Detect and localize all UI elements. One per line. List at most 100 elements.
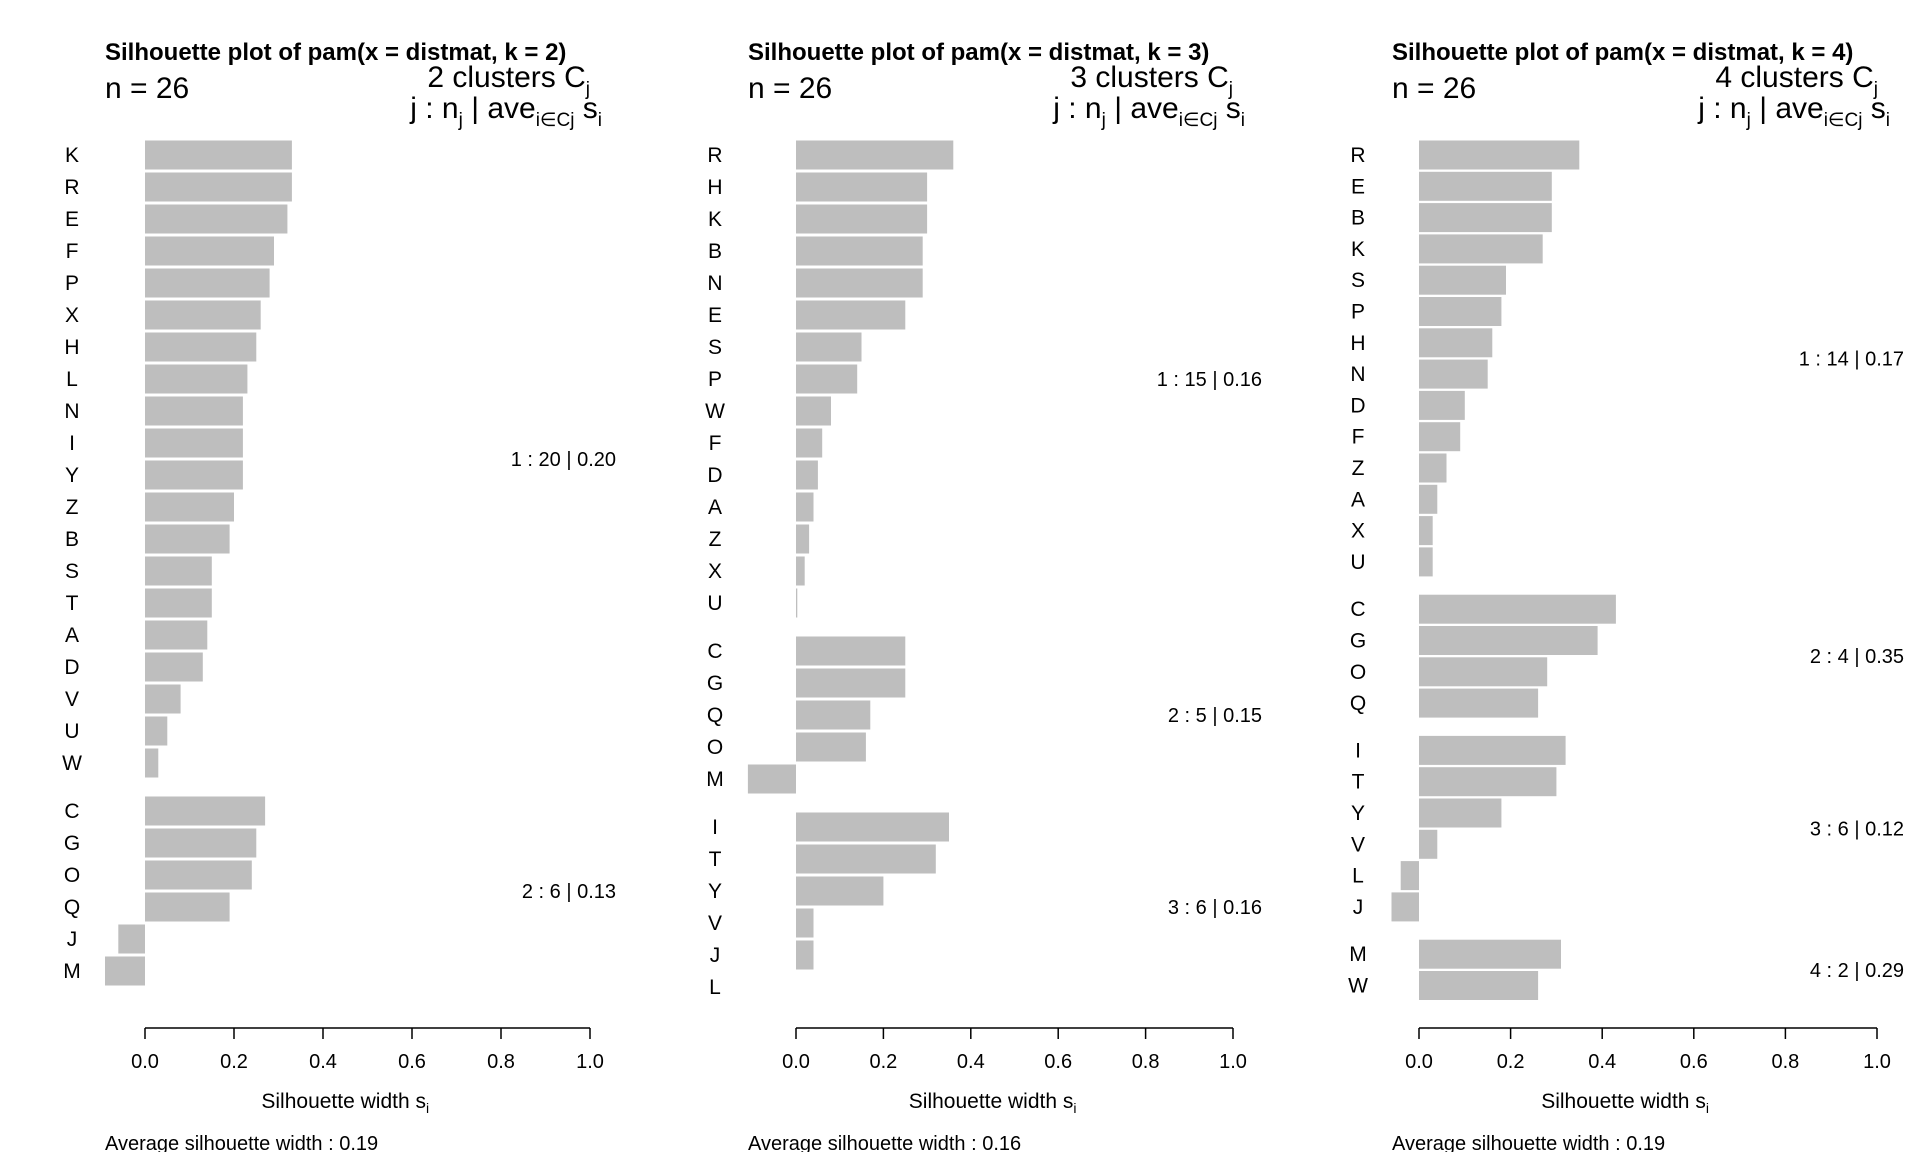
silhouette-bar: [796, 204, 928, 234]
silhouette-bar: [796, 940, 814, 970]
silhouette-panel-k2: Silhouette plot of pam(x = distmat, k = …: [62, 39, 616, 1152]
silhouette-bar: [1419, 767, 1557, 797]
observation-label: B: [65, 528, 79, 551]
observation-label: D: [64, 656, 79, 679]
silhouette-bar: [1419, 547, 1433, 577]
silhouette-bar: [1419, 265, 1506, 295]
observation-label: N: [64, 400, 79, 423]
observation-label: X: [708, 560, 722, 583]
silhouette-bar: [796, 908, 814, 938]
silhouette-bar: [796, 428, 823, 458]
x-tick-label: 0.8: [487, 1051, 515, 1073]
x-tick-label: 0.2: [220, 1051, 248, 1073]
observation-label: Y: [65, 464, 79, 487]
silhouette-bar: [1419, 234, 1543, 264]
silhouette-bar: [145, 684, 181, 714]
cluster-summary: 2 : 5 | 0.15: [1168, 705, 1262, 727]
observation-label: A: [1351, 488, 1365, 511]
observation-label: P: [1351, 301, 1365, 324]
silhouette-bar: [796, 172, 928, 202]
observation-label: J: [710, 944, 721, 967]
observation-label: A: [65, 624, 79, 647]
x-axis-title: Silhouette width si: [261, 1090, 429, 1116]
observation-label: W: [1348, 975, 1368, 998]
silhouette-bar: [1419, 594, 1616, 624]
observation-label: L: [1352, 865, 1364, 888]
silhouette-bar: [145, 332, 257, 362]
silhouette-bar: [145, 460, 243, 490]
observation-label: C: [707, 640, 722, 663]
x-tick-label: 0.8: [1132, 1051, 1160, 1073]
x-tick-label: 0.2: [1497, 1051, 1525, 1073]
silhouette-bar: [145, 828, 257, 858]
n-label: n = 26: [105, 72, 189, 105]
silhouette-bar: [1419, 798, 1502, 828]
average-silhouette-width: Average silhouette width : 0.16: [748, 1133, 1021, 1152]
silhouette-bar: [1419, 203, 1552, 233]
silhouette-bar: [796, 268, 923, 298]
cluster-summary: 1 : 15 | 0.16: [1157, 369, 1262, 391]
x-tick-label: 1.0: [1863, 1051, 1891, 1073]
observation-label: C: [1350, 598, 1365, 621]
observation-label: H: [64, 336, 79, 359]
observation-label: R: [707, 144, 722, 167]
observation-label: T: [1352, 771, 1365, 794]
observation-label: F: [1352, 426, 1365, 449]
observation-label: Z: [66, 496, 79, 519]
observation-label: Q: [707, 704, 723, 727]
observation-label: P: [708, 368, 722, 391]
observation-label: E: [1351, 175, 1365, 198]
silhouette-bar: [145, 524, 230, 554]
x-tick-label: 0.8: [1771, 1051, 1799, 1073]
x-tick-label: 0.4: [957, 1051, 985, 1073]
observation-label: K: [1351, 238, 1365, 261]
observation-label: O: [1350, 661, 1366, 684]
observation-label: T: [709, 848, 722, 871]
silhouette-bar: [1419, 829, 1438, 859]
observation-label: G: [1350, 630, 1366, 653]
n-label: n = 26: [748, 72, 832, 105]
observation-label: U: [707, 592, 722, 615]
silhouette-bar: [145, 428, 243, 458]
silhouette-bar: [145, 172, 292, 202]
observation-label: F: [709, 432, 722, 455]
silhouette-bar: [1419, 939, 1561, 969]
observation-label: B: [1351, 207, 1365, 230]
observation-label: Z: [1352, 457, 1365, 480]
observation-label: S: [708, 336, 722, 359]
silhouette-bar: [1419, 484, 1438, 514]
x-tick-label: 0.6: [398, 1051, 426, 1073]
observation-label: S: [1351, 269, 1365, 292]
x-tick-label: 0.6: [1044, 1051, 1072, 1073]
observation-label: I: [712, 816, 718, 839]
n-label: n = 26: [1392, 72, 1476, 105]
silhouette-bar: [796, 396, 831, 426]
observation-label: R: [64, 176, 79, 199]
average-silhouette-width: Average silhouette width : 0.19: [105, 1133, 378, 1152]
observation-label: P: [65, 272, 79, 295]
observation-label: D: [1350, 394, 1365, 417]
observation-label: A: [708, 496, 722, 519]
silhouette-bar: [145, 556, 212, 586]
silhouette-panel-k3: Silhouette plot of pam(x = distmat, k = …: [705, 39, 1262, 1152]
cluster-summary: 1 : 14 | 0.17: [1799, 348, 1904, 370]
observation-label: C: [64, 800, 79, 823]
observation-label: O: [707, 736, 723, 759]
silhouette-bar: [796, 300, 906, 330]
silhouette-bar: [796, 636, 906, 666]
chart-title: Silhouette plot of pam(x = distmat, k = …: [105, 39, 566, 66]
silhouette-bar: [145, 268, 270, 298]
silhouette-bar: [1419, 171, 1552, 201]
observation-label: B: [708, 240, 722, 263]
observation-label: K: [65, 144, 79, 167]
observation-label: I: [1355, 739, 1361, 762]
observation-label: Z: [709, 528, 722, 551]
x-axis-title: Silhouette width si: [1541, 1090, 1709, 1116]
legend-header: j : nj | avei∈Cj si: [1697, 92, 1890, 131]
cluster-summary: 2 : 6 | 0.13: [522, 881, 616, 903]
